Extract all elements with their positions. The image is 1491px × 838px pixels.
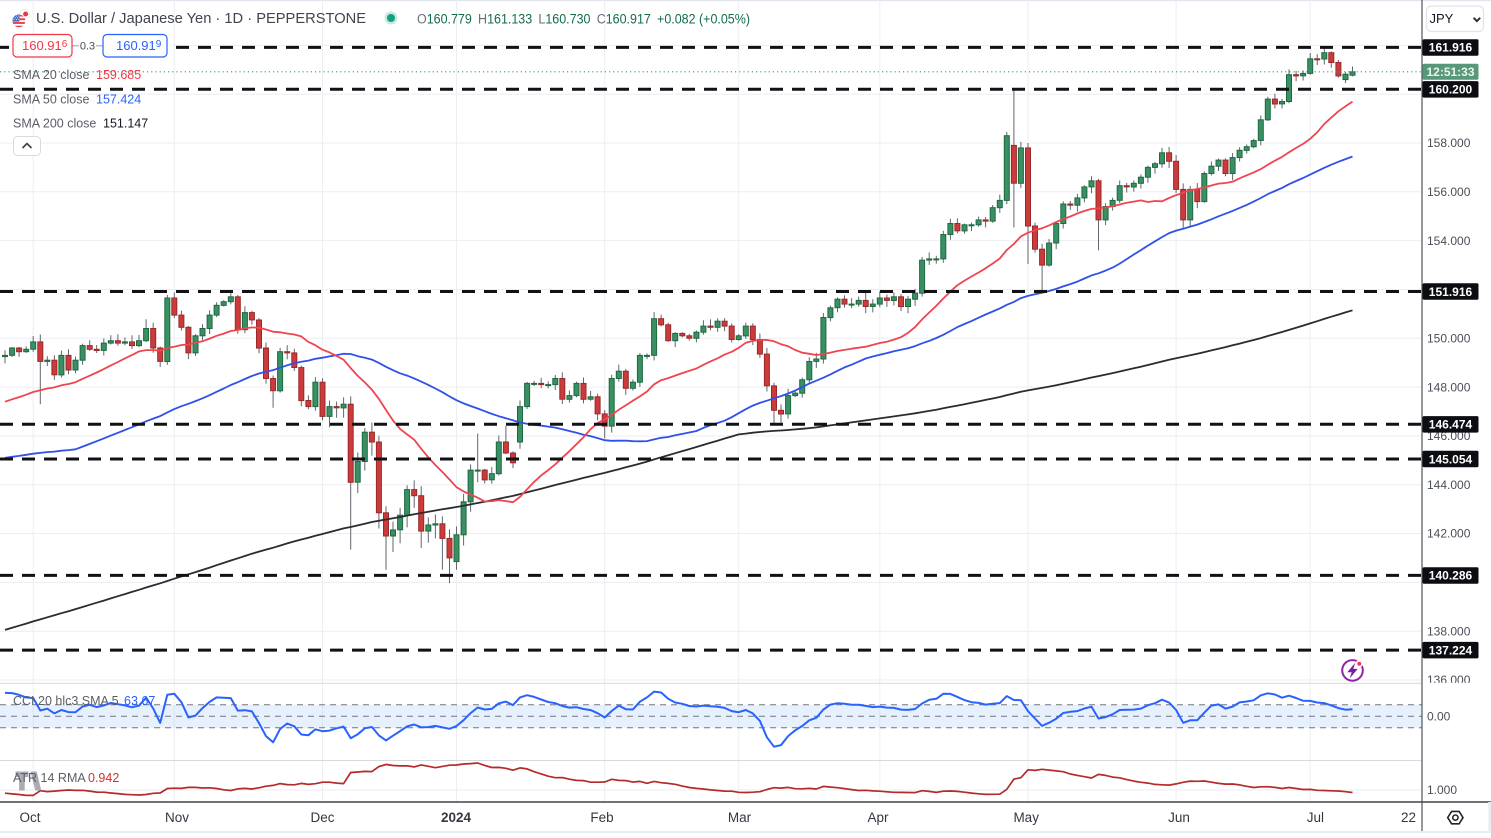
svg-text:12:51:33: 12:51:33 [1426, 65, 1474, 79]
svg-text:138.000: 138.000 [1427, 624, 1471, 638]
svg-text:63.67: 63.67 [124, 694, 155, 708]
svg-text:151.147: 151.147 [103, 117, 148, 131]
svg-text:May: May [1013, 810, 1039, 825]
svg-text:CCI 20 hlc3 SMA 5: CCI 20 hlc3 SMA 5 [13, 694, 119, 708]
svg-text:SMA 50 close: SMA 50 close [13, 93, 89, 107]
svg-text:SMA 200 close: SMA 200 close [13, 117, 96, 131]
svg-text:SMA 20 close: SMA 20 close [13, 68, 89, 82]
svg-text:Apr: Apr [867, 810, 889, 825]
svg-text:Oct: Oct [19, 810, 40, 825]
svg-text:142.000: 142.000 [1427, 527, 1471, 541]
svg-text:160.919: 160.919 [116, 38, 162, 53]
svg-text:145.054: 145.054 [1429, 452, 1473, 466]
svg-text:161.916: 161.916 [1429, 41, 1473, 55]
svg-text:154.000: 154.000 [1427, 234, 1471, 248]
svg-text:150.000: 150.000 [1427, 332, 1471, 346]
svg-text:ATR 14 RMA: ATR 14 RMA [13, 771, 86, 785]
svg-text:JPY: JPY [1430, 11, 1454, 26]
svg-text:140.286: 140.286 [1429, 569, 1473, 583]
svg-text:146.474: 146.474 [1429, 418, 1473, 432]
svg-text:2024: 2024 [441, 810, 472, 825]
svg-text:160.916: 160.916 [22, 38, 68, 53]
svg-text:156.000: 156.000 [1427, 185, 1471, 199]
svg-text:144.000: 144.000 [1427, 478, 1471, 492]
svg-text:151.916: 151.916 [1429, 285, 1473, 299]
svg-text:1.000: 1.000 [1427, 783, 1457, 797]
svg-text:0.3: 0.3 [80, 41, 95, 53]
svg-text:22: 22 [1401, 810, 1416, 825]
svg-text:Dec: Dec [310, 810, 334, 825]
svg-text:Feb: Feb [590, 810, 613, 825]
svg-text:0.942: 0.942 [88, 771, 119, 785]
svg-text:157.424: 157.424 [96, 93, 141, 107]
svg-text:160.200: 160.200 [1429, 83, 1473, 97]
svg-text:137.224: 137.224 [1429, 643, 1473, 657]
svg-text:148.000: 148.000 [1427, 380, 1471, 394]
svg-text:Nov: Nov [165, 810, 189, 825]
svg-text:U.S. Dollar / Japanese Yen · 1: U.S. Dollar / Japanese Yen · 1D · PEPPER… [36, 11, 366, 27]
svg-text:0.00: 0.00 [1427, 710, 1451, 724]
svg-text:Jun: Jun [1168, 810, 1190, 825]
svg-text:O160.779 H161.133 L160.730 C16: O160.779 H161.133 L160.730 C160.917 +0.0… [417, 12, 750, 27]
svg-text:Mar: Mar [728, 810, 752, 825]
svg-text:Jul: Jul [1307, 810, 1324, 825]
svg-text:159.685: 159.685 [96, 68, 141, 82]
svg-text:158.000: 158.000 [1427, 136, 1471, 150]
